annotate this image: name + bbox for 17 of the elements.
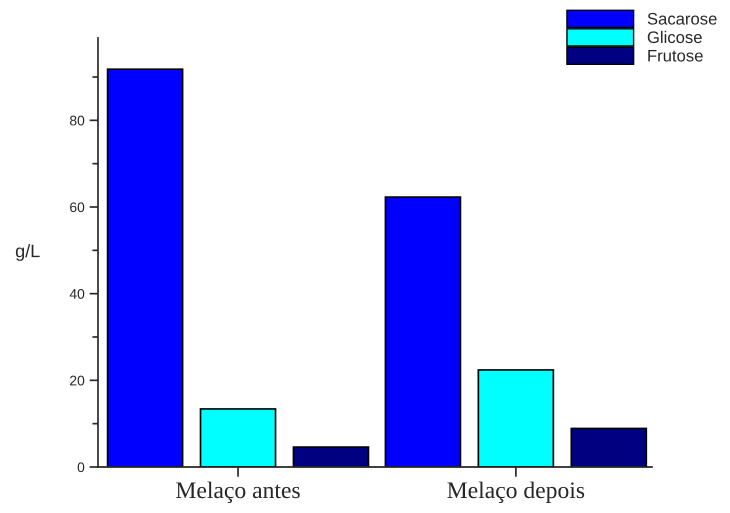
y-axis-title: g/L (16, 244, 40, 261)
x-tick-label: Melaço depois (447, 482, 584, 503)
bar (200, 408, 276, 467)
y-tick-label: 80 (70, 116, 84, 126)
bar (292, 446, 370, 467)
bar (570, 428, 648, 467)
y-tick-label: 20 (70, 376, 84, 386)
legend-label: Frutose (648, 50, 703, 62)
bar (384, 196, 462, 467)
y-tick-label: 40 (70, 289, 84, 299)
y-tick-label: 0 (78, 462, 84, 472)
legend-label: Glicose (648, 30, 702, 44)
bar (478, 369, 554, 467)
legend-label: Sacarose (648, 12, 717, 25)
x-tick-label: Melaço antes (176, 482, 300, 503)
bar (106, 68, 184, 467)
y-tick-label: 60 (70, 202, 84, 212)
